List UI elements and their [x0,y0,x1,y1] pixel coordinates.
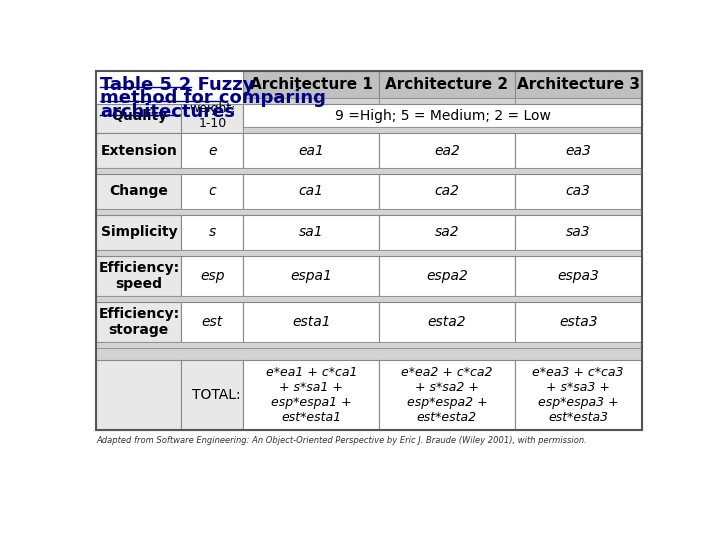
Text: Architecture 3: Architecture 3 [517,77,640,92]
Bar [96,249,642,256]
Text: ea1: ea1 [298,144,324,158]
Bar [96,296,642,302]
Bar [379,302,515,342]
Bar [243,256,379,296]
Bar [243,361,379,430]
Bar [243,215,379,249]
Bar [379,98,515,104]
Text: e*ea3 + c*ca3
+ s*sa3 +
esp*espa3 +
est*esta3: e*ea3 + c*ca3 + s*sa3 + esp*espa3 + est*… [533,366,624,424]
Bar [515,133,642,168]
Bar [515,98,642,104]
Text: sa1: sa1 [299,225,323,239]
Bar [243,174,379,209]
Bar [515,215,642,249]
Bar [96,361,181,430]
Text: esta2: esta2 [428,315,467,329]
Text: esta3: esta3 [559,315,598,329]
Text: s: s [209,225,216,239]
Text: 9 =High; 5 = Medium; 2 = Low: 9 =High; 5 = Medium; 2 = Low [335,109,551,123]
Text: ea3: ea3 [565,144,591,158]
Bar [181,302,243,342]
Bar [96,215,181,249]
Text: e*ea1 + c*ca1
+ s*sa1 +
esp*espa1 +
est*esta1: e*ea1 + c*ca1 + s*sa1 + esp*espa1 + est*… [266,366,357,424]
Bar [379,133,515,168]
Bar [181,256,243,296]
Bar [181,104,243,133]
Text: ca1: ca1 [299,185,324,199]
Bar [243,133,379,168]
Text: weight:
1-10: weight: 1-10 [189,102,235,130]
Text: espa3: espa3 [557,269,599,283]
Bar [243,104,642,127]
Bar [96,71,642,430]
Bar [243,98,379,104]
Text: TOTAL:: TOTAL: [192,388,240,402]
Bar [379,174,515,209]
Bar [515,361,642,430]
Bar [379,256,515,296]
Text: espa1: espa1 [290,269,332,283]
Bar [96,302,181,342]
Text: ea2: ea2 [434,144,460,158]
Text: est: est [202,315,223,329]
Bar [379,71,515,98]
Text: Change: Change [109,185,168,199]
Bar [515,174,642,209]
Text: Extension: Extension [100,144,177,158]
Text: architectures: architectures [100,103,235,122]
Text: sa2: sa2 [435,225,459,239]
Text: esp: esp [200,269,225,283]
Bar [96,256,181,296]
Bar [96,174,181,209]
Bar [243,302,379,342]
Bar [515,256,642,296]
Text: Efficiency:
speed: Efficiency: speed [98,261,179,291]
Bar [243,127,642,133]
Bar [96,133,181,168]
Text: ca3: ca3 [566,185,590,199]
Text: method for comparing: method for comparing [100,90,326,107]
Bar [181,133,243,168]
Text: e: e [208,144,217,158]
Bar [181,361,243,430]
Bar [96,209,642,215]
Text: sa3: sa3 [566,225,590,239]
Bar [515,302,642,342]
Bar [96,348,642,361]
Text: Efficiency:
storage: Efficiency: storage [98,307,179,337]
Bar [96,71,642,430]
Text: espa2: espa2 [426,269,468,283]
Bar [379,215,515,249]
Text: Architecture 1: Architecture 1 [250,77,373,92]
Bar [96,168,642,174]
Text: Table 5.2 Fuzzy: Table 5.2 Fuzzy [100,76,255,93]
Bar [96,104,181,133]
Text: c: c [209,185,216,199]
Bar [181,174,243,209]
Bar [181,215,243,249]
Text: Quality: Quality [111,109,167,123]
Text: Architecture 2: Architecture 2 [385,77,508,92]
Bar [96,342,642,348]
Bar [379,361,515,430]
Bar [515,71,642,98]
Bar [243,71,379,98]
Text: Adapted from Software Engineering: An Object-Oriented Perspective by Eric J. Bra: Adapted from Software Engineering: An Ob… [96,436,587,445]
Text: Simplicity: Simplicity [101,225,177,239]
Text: ca2: ca2 [434,185,459,199]
Text: esta1: esta1 [292,315,330,329]
Text: e*ea2 + c*ca2
+ s*sa2 +
esp*espa2 +
est*esta2: e*ea2 + c*ca2 + s*sa2 + esp*espa2 + est*… [401,366,492,424]
